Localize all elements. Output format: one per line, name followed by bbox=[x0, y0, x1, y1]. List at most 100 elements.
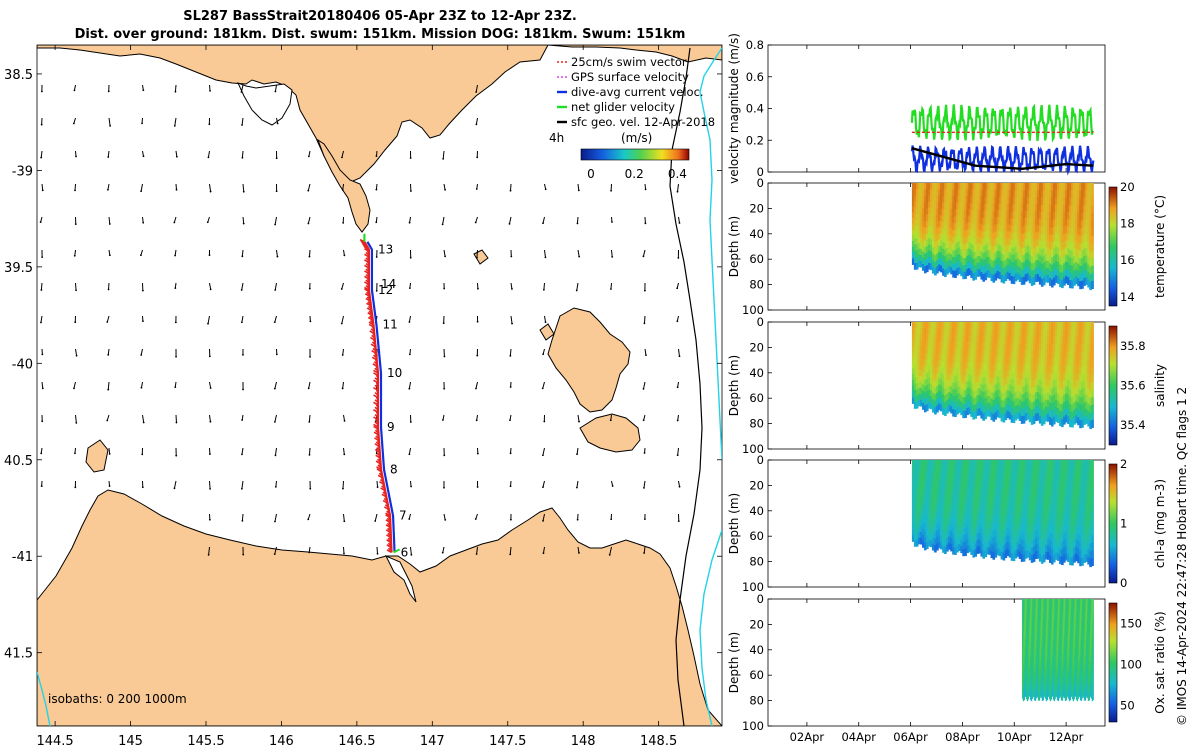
profile-cell bbox=[1061, 336, 1064, 345]
profile-cell bbox=[1022, 240, 1026, 249]
profile-cell bbox=[948, 479, 951, 487]
velocity-arrow-head bbox=[511, 288, 513, 290]
profile-cell bbox=[1079, 220, 1082, 229]
profile-cell bbox=[1030, 270, 1034, 279]
profile-cell bbox=[1002, 247, 1006, 255]
profile-cell bbox=[1012, 357, 1016, 366]
profile-cell bbox=[962, 342, 965, 350]
profile-cell bbox=[1035, 606, 1037, 614]
profile-cell bbox=[964, 264, 967, 273]
profile-cell bbox=[1036, 378, 1040, 386]
profile-cell bbox=[1047, 268, 1050, 276]
profile-cell bbox=[1012, 365, 1016, 373]
profile-cell bbox=[1024, 530, 1028, 538]
profile-cell bbox=[944, 473, 947, 481]
profile-cell bbox=[1038, 211, 1042, 220]
profile-cell bbox=[938, 328, 941, 336]
profile-cell bbox=[942, 262, 945, 270]
profile-cell bbox=[1018, 350, 1022, 358]
profile-cell bbox=[1038, 269, 1042, 278]
profile-cell bbox=[1071, 419, 1074, 428]
profile-cell bbox=[1085, 343, 1088, 352]
profile-cell bbox=[1042, 503, 1046, 512]
colorbar-tick-label: 0 bbox=[1120, 576, 1127, 590]
profile-cell bbox=[950, 498, 953, 506]
profile-cell bbox=[919, 322, 923, 329]
profile-cell bbox=[936, 472, 939, 480]
profile-cell bbox=[1018, 378, 1022, 386]
profile-cell bbox=[1018, 371, 1022, 379]
profile-cell bbox=[1053, 219, 1056, 228]
profile-cell bbox=[964, 217, 967, 225]
profile-cell bbox=[911, 489, 915, 496]
profile-cell bbox=[911, 385, 915, 393]
profile-cell bbox=[919, 242, 923, 250]
profile-cell bbox=[1063, 212, 1066, 220]
profile-cell bbox=[1028, 414, 1032, 423]
profile-cell bbox=[1083, 387, 1086, 396]
profile-cell bbox=[1059, 533, 1062, 542]
profile-cell bbox=[976, 216, 979, 224]
profile-cell bbox=[1051, 512, 1054, 520]
profile-cell bbox=[919, 213, 923, 220]
velocity-arrow bbox=[107, 348, 110, 355]
profile-cell bbox=[1075, 393, 1078, 402]
y-tick-label: 40 bbox=[749, 643, 764, 657]
profile-cell bbox=[1018, 322, 1022, 330]
profile-cell bbox=[1071, 534, 1074, 543]
profile-cell bbox=[936, 240, 939, 248]
profile-cell bbox=[970, 250, 973, 258]
profile-cell bbox=[1008, 356, 1012, 365]
profile-cell bbox=[1077, 410, 1080, 418]
profile-cell bbox=[1018, 232, 1022, 240]
profile-cell bbox=[980, 335, 983, 344]
profile-cell bbox=[1071, 344, 1074, 353]
profile-cell bbox=[952, 480, 955, 488]
profile-cell bbox=[1018, 392, 1022, 400]
velocity-arrow-head bbox=[173, 221, 176, 224]
profile-cell bbox=[1029, 689, 1031, 697]
profile-cell bbox=[940, 328, 943, 336]
profile-cell bbox=[1036, 399, 1040, 407]
profile-cell bbox=[1022, 620, 1025, 629]
profile-cell bbox=[980, 258, 983, 266]
profile-cell bbox=[1020, 416, 1024, 424]
profile-cell bbox=[1036, 523, 1040, 531]
profile-cell bbox=[972, 501, 975, 510]
profile-cell bbox=[950, 380, 953, 388]
profile-cell bbox=[960, 202, 963, 210]
track-day-label-6: 6 bbox=[401, 545, 409, 559]
profile-cell bbox=[992, 385, 996, 394]
velocity-arrow-head bbox=[40, 289, 43, 291]
profile-cell bbox=[956, 328, 959, 336]
map-x-tick-label: 148.5 bbox=[640, 734, 677, 749]
velocity-arrow-head bbox=[73, 387, 75, 390]
profile-cell bbox=[1028, 467, 1032, 475]
profile-cell bbox=[1010, 218, 1014, 227]
profile-cell bbox=[982, 392, 985, 400]
profile-cell bbox=[958, 367, 961, 375]
profile-cell bbox=[1069, 549, 1072, 558]
velocity-arrow-head bbox=[174, 90, 177, 93]
profile-cell bbox=[1035, 655, 1037, 664]
profile-cell bbox=[924, 392, 927, 400]
profile-cell bbox=[1000, 537, 1004, 546]
profile-cell bbox=[1053, 270, 1056, 279]
profile-cell bbox=[980, 542, 983, 550]
profile-cell bbox=[990, 405, 994, 414]
profile-cell bbox=[1034, 336, 1038, 344]
profile-cell bbox=[1038, 350, 1042, 359]
profile-cell bbox=[994, 356, 998, 365]
profile-cell bbox=[982, 488, 985, 496]
velocity-arrow bbox=[174, 117, 177, 126]
profile-cell bbox=[1022, 683, 1024, 692]
profile-cell bbox=[946, 466, 949, 474]
profile-cell bbox=[1059, 336, 1062, 345]
profile-cell bbox=[1073, 256, 1076, 264]
profile-cell bbox=[944, 203, 947, 211]
profile-cell bbox=[1059, 183, 1062, 191]
profile-cell bbox=[1055, 232, 1058, 241]
colorbar-label: chl-a (mg m-3) bbox=[1153, 479, 1167, 568]
profile-cell bbox=[952, 243, 955, 251]
profile-cell bbox=[956, 532, 959, 540]
